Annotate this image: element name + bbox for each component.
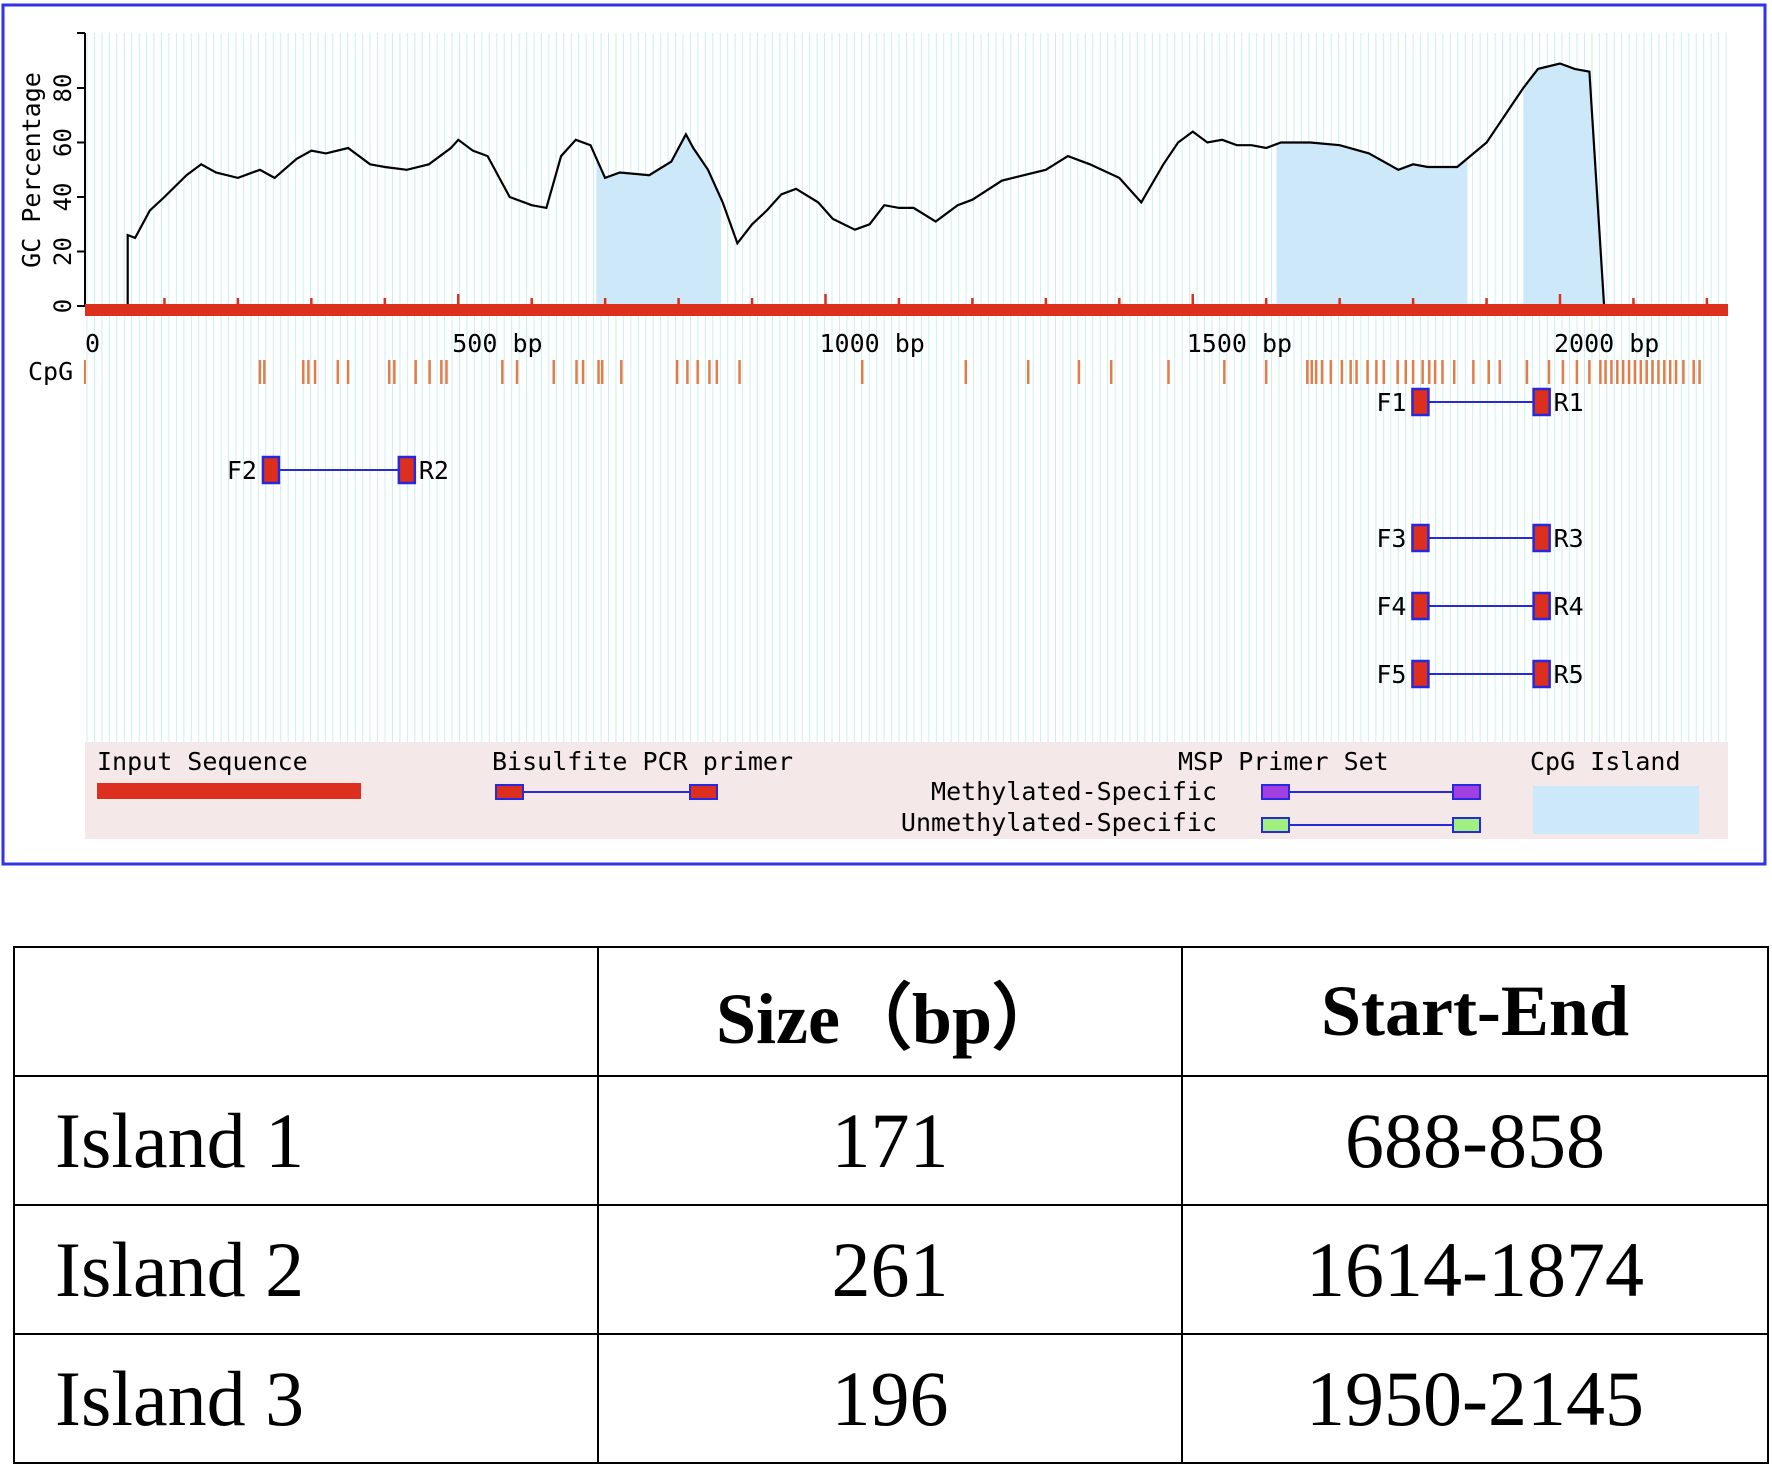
y-axis: 0 20 40 60 80: [49, 32, 86, 313]
header-start-end: Start-End: [1181, 946, 1769, 1077]
forward-primer-label: F3: [1376, 524, 1406, 553]
legend-methylated-reverse: [1452, 784, 1481, 800]
table-row: Island 2 261 1614-1874: [13, 1204, 1769, 1335]
primer-tracks: F1 R1 F2 R2 F3 R3 F4 R4 F5 R5: [227, 387, 1584, 689]
forward-primer-label: F4: [1376, 592, 1406, 621]
legend: Input Sequence Bisulfite PCR primer MSP …: [85, 742, 1728, 839]
table-header-row: Size（bp） Start-End: [13, 946, 1769, 1077]
island-size: 261: [597, 1204, 1183, 1335]
forward-primer: [1411, 659, 1430, 689]
forward-primer-label: F2: [227, 456, 257, 485]
forward-primer-label: F1: [1376, 388, 1406, 417]
methprimer-figure: 0 20 40 60 80 GC Percentage 0 500 bp 1000 bp 15…: [1, 3, 1767, 866]
x-tick-label: 2000 bp: [1554, 329, 1659, 358]
y-tick-label: 40: [49, 183, 77, 212]
gridlines: [86, 33, 1727, 742]
y-tick-label: 20: [49, 237, 77, 266]
y-tick-label: 60: [49, 128, 77, 157]
x-tick-label: 1000 bp: [820, 329, 925, 358]
cpg-island-region: [596, 134, 722, 306]
reverse-primer-label: R5: [1554, 660, 1584, 689]
legend-unmethylated-label: Unmethylated-Specific: [901, 808, 1217, 837]
reverse-primer-label: R3: [1554, 524, 1584, 553]
forward-primer-label: F5: [1376, 660, 1406, 689]
island-name: Island 2: [13, 1204, 599, 1335]
cpg-track-label: CpG: [28, 357, 73, 386]
header-blank: [13, 946, 599, 1077]
island-name: Island 1: [13, 1075, 599, 1206]
y-axis-title: GC Percentage: [17, 72, 46, 268]
reverse-primer-label: R4: [1554, 592, 1584, 621]
legend-input-sequence-label: Input Sequence: [97, 747, 308, 776]
island-name: Island 3: [13, 1333, 599, 1464]
legend-methylated-label: Methylated-Specific: [931, 777, 1217, 806]
reverse-primer-label: R2: [419, 456, 449, 485]
island-size: 196: [597, 1333, 1183, 1464]
forward-primer: [261, 455, 281, 485]
table-row: Island 3 196 1950-2145: [13, 1333, 1769, 1464]
header-size: Size（bp）: [597, 946, 1183, 1077]
x-tick-label: 0: [85, 329, 100, 358]
y-tick-label: 80: [49, 74, 77, 103]
forward-primer: [1411, 591, 1430, 621]
cpg-island-shading: [596, 63, 1619, 306]
reverse-primer-label: R1: [1554, 388, 1584, 417]
cpg-island-region: [1276, 142, 1468, 306]
y-tick-label: 0: [49, 299, 77, 313]
reverse-primer: [1532, 387, 1551, 417]
legend-cpg-island-label: CpG Island: [1530, 747, 1681, 776]
gc-percentage-line: [91, 62, 1619, 308]
forward-primer: [1411, 387, 1430, 417]
legend-unmethylated-forward: [1261, 817, 1290, 833]
reverse-primer: [397, 455, 417, 485]
island-size: 171: [597, 1075, 1183, 1206]
reverse-primer: [1532, 591, 1551, 621]
legend-bisulfite-primer-forward: [495, 784, 524, 800]
x-axis: 0 500 bp 1000 bp 1500 bp 2000 bp: [85, 294, 1709, 358]
input-sequence-bar: [85, 304, 1728, 316]
x-tick-label: 1500 bp: [1187, 329, 1292, 358]
legend-bisulfite-primer-label: Bisulfite PCR primer: [492, 747, 793, 776]
island-range: 1950-2145: [1181, 1333, 1769, 1464]
x-tick-label: 500 bp: [452, 329, 542, 358]
legend-input-sequence-swatch: [97, 783, 361, 799]
reverse-primer: [1532, 523, 1551, 553]
legend-methylated-forward: [1261, 784, 1290, 800]
sequence-bar-fill: [85, 304, 1728, 316]
table-row: Island 1 171 688-858: [13, 1075, 1769, 1206]
reverse-primer: [1532, 659, 1551, 689]
island-range: 1614-1874: [1181, 1204, 1769, 1335]
legend-bisulfite-primer-reverse: [689, 784, 718, 800]
forward-primer: [1411, 523, 1430, 553]
cpg-island-table: Size（bp） Start-End Island 1 171 688-858 …: [13, 946, 1769, 1464]
legend-unmethylated-reverse: [1452, 817, 1481, 833]
legend-cpg-island-swatch: [1533, 786, 1699, 834]
cpg-island-region: [1523, 63, 1619, 306]
cpg-site-track: [84, 360, 1701, 384]
legend-msp-primer-set-label: MSP Primer Set: [1178, 747, 1389, 776]
island-range: 688-858: [1181, 1075, 1769, 1206]
